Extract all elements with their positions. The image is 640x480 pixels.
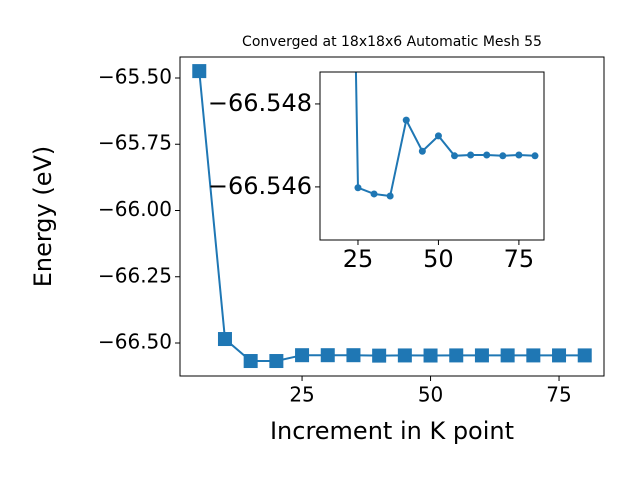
marker	[531, 152, 539, 160]
x-tick-label: 75	[504, 245, 535, 273]
marker	[451, 152, 459, 160]
y-axis-label: Energy (eV)	[29, 146, 57, 288]
marker	[386, 192, 394, 200]
marker	[434, 132, 442, 140]
x-tick-label: 25	[289, 383, 314, 407]
marker	[499, 152, 507, 160]
marker	[483, 151, 491, 159]
plot-layer	[192, 64, 592, 369]
y-tick-label: −65.50	[98, 64, 172, 88]
marker	[370, 190, 378, 198]
marker	[515, 151, 523, 159]
marker	[418, 147, 426, 155]
marker	[192, 64, 207, 79]
line	[198, 71, 585, 363]
y-tick-label: −66.546	[208, 172, 312, 200]
y-tick-label: −66.00	[98, 197, 172, 221]
x-tick-label: 50	[423, 245, 454, 273]
marker	[449, 348, 464, 363]
marker	[552, 348, 567, 363]
y-tick-label: −65.75	[98, 131, 172, 155]
x-tick-label: 75	[546, 383, 571, 407]
x-axis-label: Increment in K point	[270, 417, 514, 445]
marker	[217, 332, 232, 347]
y-tick-label: −66.548	[208, 89, 312, 117]
marker	[320, 348, 335, 363]
marker	[423, 348, 438, 363]
x-tick-label: 50	[418, 383, 443, 407]
marker	[500, 348, 515, 363]
y-tick-label: −66.50	[98, 330, 172, 354]
axes-frame	[179, 56, 605, 377]
marker	[269, 354, 284, 369]
marker	[526, 348, 541, 363]
marker	[243, 354, 258, 369]
marker	[402, 116, 410, 124]
x-tick-label: 25	[343, 245, 374, 273]
marker	[467, 151, 475, 159]
marker	[346, 348, 361, 363]
marker	[372, 348, 387, 363]
marker	[354, 184, 362, 192]
axes-frame	[319, 71, 545, 241]
marker	[295, 348, 310, 363]
plot-layer	[354, 72, 539, 200]
marker	[397, 348, 412, 363]
chart-title: Converged at 18x18x6 Automatic Mesh 55	[242, 34, 542, 50]
y-tick-label: −66.25	[98, 263, 172, 287]
marker	[577, 348, 592, 363]
marker	[474, 348, 489, 363]
